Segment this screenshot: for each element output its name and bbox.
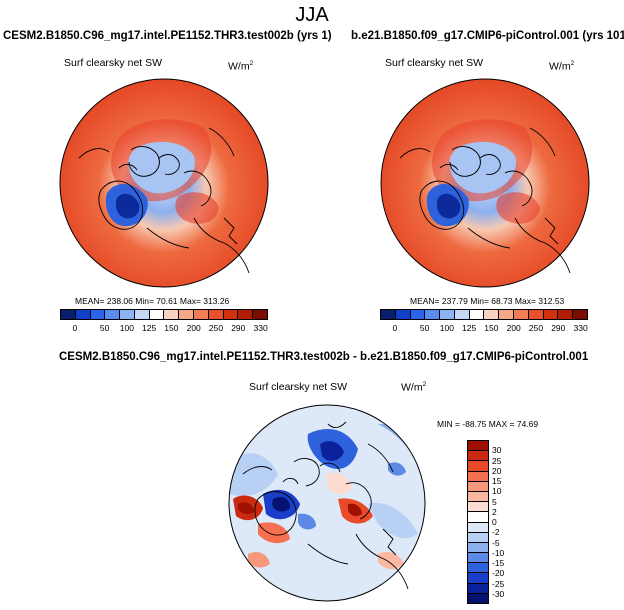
left-units: W/m2 [228,60,254,73]
right-variable-label: Surf clearsky net SW [385,57,484,69]
cb-swatch [468,522,488,533]
cb-label: 20 [492,465,502,476]
cb-swatch [440,310,455,319]
cb-swatch [90,310,106,319]
cb-label: 250 [208,323,224,333]
cb-label: 150 [164,323,179,333]
cb-swatch [468,512,488,523]
diff-stats: MIN = -88.75 MAX = 74.69 [437,419,539,429]
cb-label: 25 [492,455,502,466]
cb-label: -25 [492,578,505,589]
cb-swatch [468,563,488,574]
cb-swatch [514,310,529,319]
cb-swatch [468,471,488,482]
left-polar-map [59,78,269,288]
diff-case-title: CESM2.B1850.C96_mg17.intel.PE1152.THR3.t… [59,351,589,363]
cb-label: 10 [492,486,502,497]
cb-swatch [468,532,488,543]
cb-swatch [223,310,239,319]
cb-swatch [253,310,267,319]
cb-swatch [499,310,515,319]
cb-swatch [238,310,254,319]
diff-polar-map [228,404,426,602]
cb-label: 125 [462,323,477,333]
cb-swatch [558,310,574,319]
cb-swatch [573,310,587,319]
cb-swatch [468,573,488,584]
cb-swatch [468,502,488,513]
cb-swatch [454,310,470,319]
cb-label: 250 [528,323,544,333]
cb-label: 200 [186,323,201,333]
cb-swatch [468,441,488,452]
cb-swatch [105,310,121,319]
diff-variable-label: Surf clearsky net SW [249,381,348,393]
cb-swatch [381,310,396,319]
cb-label: 0 [392,323,398,333]
cb-label: 100 [439,323,454,333]
diff-colorbar [467,440,489,604]
cb-swatch [468,451,488,462]
cb-swatch [120,310,135,319]
cb-label: 5 [492,496,497,507]
cb-label: -5 [492,537,500,548]
cb-label: -15 [492,558,505,568]
cb-swatch [468,461,488,472]
cb-swatch [164,310,180,319]
cb-label: 330 [573,323,588,333]
left-case-title: CESM2.B1850.C96_mg17.intel.PE1152.THR3.t… [3,30,332,42]
cb-label: 150 [484,323,499,333]
season-title: JJA [295,4,329,26]
cb-swatch [469,310,485,319]
cb-swatch [179,310,195,319]
right-colorbar [380,309,588,320]
cb-label: -10 [492,547,505,558]
cb-swatch [134,310,150,319]
right-stats: MEAN= 237.79 Min= 68.73 Max= 312.53 [410,296,565,306]
cb-label: 15 [492,476,502,486]
cb-label: -20 [492,568,505,579]
cb-swatch [468,542,488,554]
cb-label: 50 [99,323,110,333]
cb-label: 200 [506,323,521,333]
cb-swatch [468,583,488,594]
diff-units: W/m2 [401,381,427,394]
cb-swatch [194,310,209,319]
right-polar-map [380,78,590,288]
right-units: W/m2 [549,60,575,73]
cb-swatch [75,310,91,319]
cb-swatch [528,310,544,319]
cb-label: 100 [119,323,134,333]
cb-swatch [395,310,411,319]
cb-label: 330 [253,323,268,333]
cb-label: -30 [492,588,505,599]
cb-swatch [543,310,559,319]
cb-label: 290 [231,323,246,333]
cb-label: 2 [492,506,497,517]
left-colorbar [60,309,268,320]
cb-swatch [208,310,224,319]
left-variable-label: Surf clearsky net SW [64,57,163,69]
cb-swatch [468,553,488,564]
cb-swatch [149,310,165,319]
cb-swatch [410,310,426,319]
cb-swatch [468,481,488,492]
right-case-title: b.e21.B1850.f09_g17.CMIP6-piControl.001 … [351,30,624,42]
cb-swatch [61,310,76,319]
cb-label: 0 [492,517,497,527]
cb-label: 50 [419,323,430,333]
cb-swatch [468,593,488,603]
cb-label: 0 [72,323,78,333]
cb-label: 290 [551,323,566,333]
cb-swatch [468,491,488,503]
cb-label: -2 [492,527,500,538]
cb-swatch [484,310,500,319]
cb-label: 30 [492,445,502,456]
cb-swatch [425,310,441,319]
cb-label: 125 [142,323,157,333]
left-stats: MEAN= 238.06 Min= 70.61 Max= 313.26 [75,296,230,306]
